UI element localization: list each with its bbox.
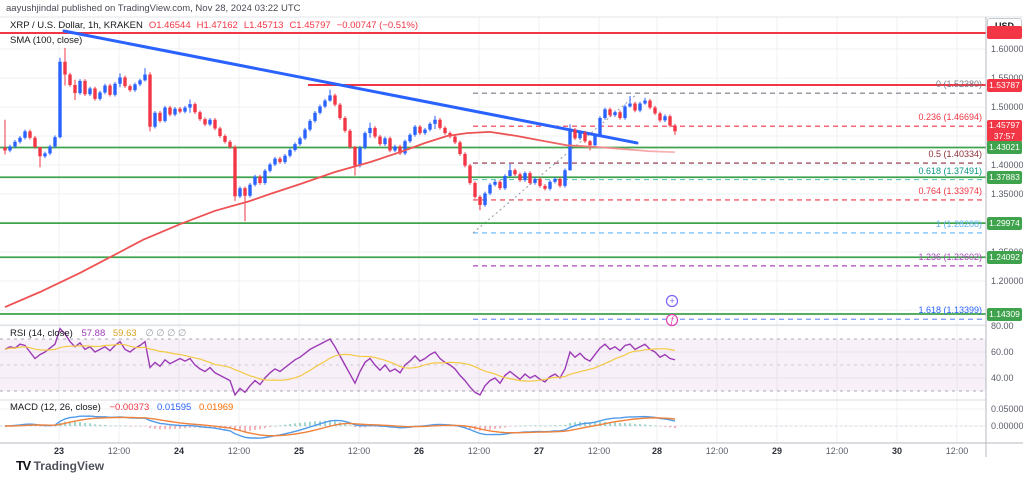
published-header: aayushjindal published on TradingView.co… bbox=[6, 3, 301, 14]
price-flag-hidden bbox=[987, 26, 1022, 40]
rsi-label: RSI (14, close) bbox=[10, 328, 73, 339]
price-flag: 1.45797 37:57 bbox=[987, 120, 1022, 143]
flag-price: 1.37883 bbox=[989, 171, 1020, 182]
time-tick-label[interactable]: 12:00 bbox=[705, 446, 729, 456]
time-tick-label[interactable]: 12:00 bbox=[347, 446, 371, 456]
price-chart-canvas[interactable]: +ƒ bbox=[0, 0, 1023, 457]
price-tick-label[interactable]: 1.55000 bbox=[991, 72, 1023, 83]
svg-text:ƒ: ƒ bbox=[669, 315, 674, 325]
tradingview-logo[interactable]: TV TradingView bbox=[16, 458, 104, 473]
rsi-tick-label[interactable]: 60.00 bbox=[991, 346, 1014, 357]
rsi-ma-value: 59.63 bbox=[112, 328, 137, 339]
tradingview-logo-text: TradingView bbox=[33, 459, 105, 473]
ohlc-close: C1.45797 bbox=[289, 20, 331, 31]
tradingview-logo-icon: TV bbox=[16, 458, 31, 473]
fib-level-label: 0.764 (1.33974) bbox=[918, 185, 982, 196]
time-tick-label[interactable]: 26 bbox=[413, 446, 424, 456]
price-flag: 1.43021 bbox=[987, 140, 1022, 154]
ohlc-high: H1.47162 bbox=[196, 20, 238, 31]
time-tick-label[interactable]: 27 bbox=[533, 446, 544, 456]
time-tick-label[interactable]: 24 bbox=[173, 446, 184, 456]
time-tick-label[interactable]: 12:00 bbox=[825, 446, 849, 456]
price-flag: 1.37883 bbox=[987, 170, 1022, 184]
time-tick-label[interactable]: 30 bbox=[891, 446, 902, 456]
rsi-legend[interactable]: RSI (14, close) 57.88 59.63 ∅ ∅ ∅ ∅ bbox=[10, 328, 186, 339]
ohlc-open: O1.46544 bbox=[148, 20, 191, 31]
time-tick-label[interactable]: 12:00 bbox=[587, 446, 611, 456]
flag-price: 1.14309 bbox=[989, 308, 1020, 319]
rsi-ma-line bbox=[4, 343, 676, 382]
time-tick-label[interactable]: 12:00 bbox=[227, 446, 251, 456]
flag-price: 1.43021 bbox=[989, 141, 1020, 152]
bar-countdown: 37:57 bbox=[993, 131, 1016, 142]
rsi-tick-label[interactable]: 80.00 bbox=[991, 320, 1014, 331]
flag-price: 1.53787 bbox=[989, 79, 1020, 90]
fib-level-label: 1 (1.28288) bbox=[935, 218, 982, 229]
svg-text:+: + bbox=[669, 296, 674, 306]
fib-level-label: 1.618 (1.13399) bbox=[918, 305, 982, 316]
flag-price: 1.45797 bbox=[989, 120, 1020, 131]
price-tick-label[interactable]: 1.60000 bbox=[991, 43, 1023, 54]
sma-legend[interactable]: SMA (100, close) bbox=[10, 35, 82, 46]
price-tick-label[interactable]: 1.40000 bbox=[991, 159, 1023, 170]
ohlc-low: L1.45713 bbox=[243, 20, 284, 31]
sma-100-line bbox=[4, 130, 676, 308]
fib-level-label: 1.236 (1.22602) bbox=[918, 251, 982, 262]
price-tick-label[interactable]: 1.50000 bbox=[991, 101, 1023, 112]
macd-layer bbox=[4, 415, 676, 439]
price-flag: 1.24092 bbox=[987, 250, 1022, 264]
time-tick-label[interactable]: 12:00 bbox=[945, 446, 969, 456]
sma-label: SMA (100, close) bbox=[10, 35, 83, 46]
rsi-empty-values: ∅ ∅ ∅ ∅ bbox=[145, 328, 187, 339]
add-plus-icon[interactable]: + bbox=[665, 294, 679, 308]
rsi-layer bbox=[4, 327, 676, 397]
macd-signal-line bbox=[5, 416, 676, 437]
macd-line bbox=[4, 415, 676, 439]
fib-level-label: 0.5 (1.40334) bbox=[928, 149, 982, 160]
macd-label: MACD (12, 26, close) bbox=[10, 402, 101, 413]
time-tick-label[interactable]: 28 bbox=[651, 446, 662, 456]
price-flag: 1.53787 bbox=[987, 78, 1022, 92]
flag-price: 1.29974 bbox=[989, 217, 1020, 228]
price-tick-label[interactable]: 1.35000 bbox=[991, 188, 1023, 199]
macd-signal-value: 0.01969 bbox=[198, 402, 234, 413]
rsi-tick-label[interactable]: 40.00 bbox=[991, 372, 1014, 383]
fib-level-label: 0.236 (1.46694) bbox=[918, 112, 982, 123]
macd-tick-label[interactable]: 0.05000 bbox=[991, 403, 1023, 414]
time-tick-label[interactable]: 23 bbox=[53, 446, 64, 456]
fib-tool-icon[interactable]: ƒ bbox=[665, 313, 679, 327]
descending-trendline bbox=[62, 29, 639, 145]
time-tick-label[interactable]: 25 bbox=[293, 446, 304, 456]
time-tick-label[interactable]: 12:00 bbox=[107, 446, 131, 456]
fib-level-label: 0.618 (1.37491) bbox=[918, 165, 982, 176]
price-flag: 1.29974 bbox=[987, 216, 1022, 230]
macd-legend[interactable]: MACD (12, 26, close) −0.00373 0.01595 0.… bbox=[10, 402, 233, 413]
change-value: −0.00747 (−0.51%) bbox=[336, 20, 418, 31]
time-tick-label[interactable]: 12:00 bbox=[467, 446, 491, 456]
symbol-title: XRP / U.S. Dollar, 1h, KRAKEN bbox=[10, 20, 143, 31]
macd-hist-value: −0.00373 bbox=[109, 402, 150, 413]
symbol-legend[interactable]: XRP / U.S. Dollar, 1h, KRAKEN O1.46544 H1.… bbox=[10, 20, 418, 31]
flag-price: 1.24092 bbox=[989, 251, 1020, 262]
price-flag: 1.14309 bbox=[987, 307, 1022, 321]
candles-layer bbox=[3, 47, 677, 222]
time-tick-label[interactable]: 29 bbox=[771, 446, 782, 456]
price-tick-label[interactable]: 1.20000 bbox=[991, 275, 1023, 286]
rsi-value: 57.88 bbox=[81, 328, 106, 339]
macd-tick-label[interactable]: 0.00000 bbox=[991, 420, 1023, 431]
fib-level-label: 0 (1.52380) bbox=[935, 79, 982, 90]
macd-line-value: 0.01595 bbox=[156, 402, 192, 413]
